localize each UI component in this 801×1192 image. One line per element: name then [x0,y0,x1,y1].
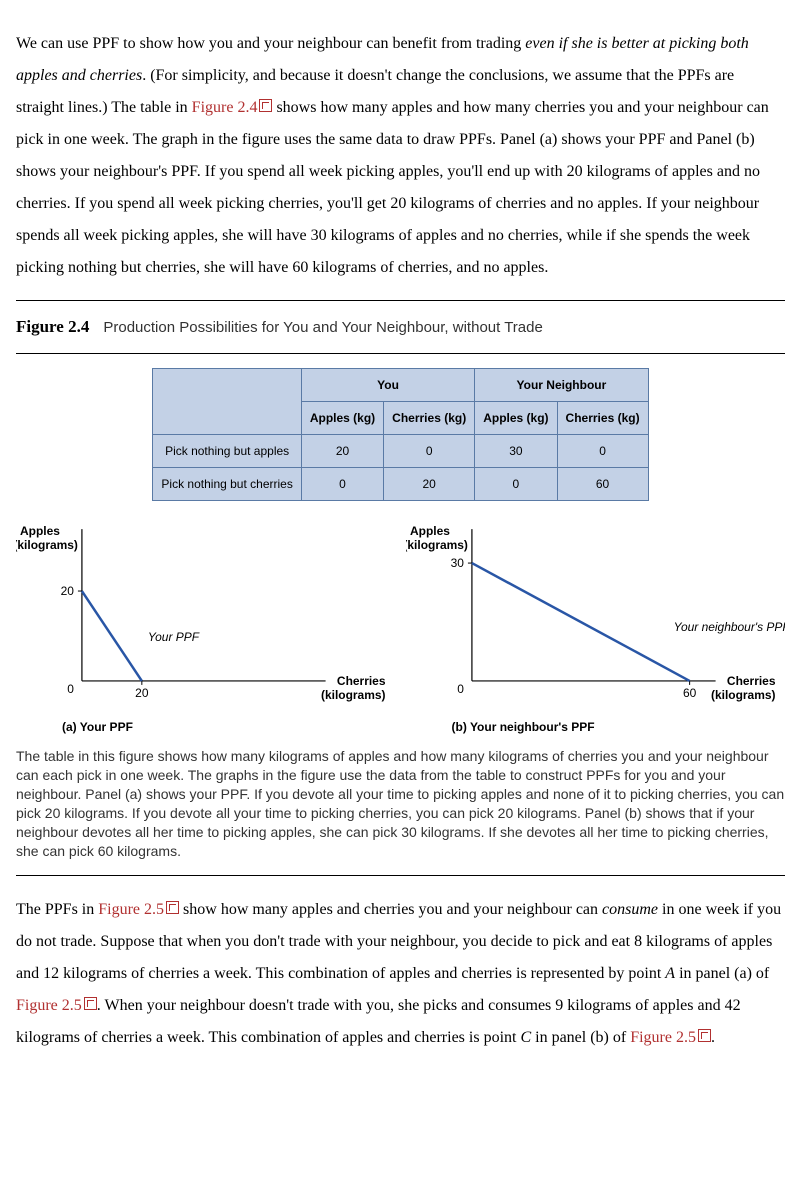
x-tick-label: 60 [682,686,696,700]
col-apples-you: Apples (kg) [301,402,383,435]
col-cherries-neighbour: Cherries (kg) [557,402,648,435]
intro-paragraph: We can use PPF to show how you and your … [16,28,785,284]
y-tick-label: 20 [61,584,75,598]
text: The PPFs in [16,901,98,918]
series-label: Your neighbour's PPF [673,620,785,634]
text: in panel (a) of [675,965,769,982]
figure-link-2-4[interactable]: Figure 2.4 [192,99,273,116]
text: We can use PPF to show how you and your … [16,35,525,52]
cell: 0 [301,468,383,501]
col-apples-neighbour: Apples (kg) [475,402,557,435]
origin-label: 0 [67,682,74,696]
popout-icon [698,1029,711,1042]
figure-label: Figure 2.4 [16,317,89,336]
x-axis-label: Cherries [726,674,775,688]
link-text: Figure 2.5 [16,997,82,1014]
cell: 20 [301,435,383,468]
cell: 30 [475,435,557,468]
cell: 0 [557,435,648,468]
cell: 20 [384,468,475,501]
x-axis-label2: (kilograms) [321,688,386,702]
figure-header: Figure 2.4 Production Possibilities for … [16,315,785,339]
ppf-line [82,591,142,681]
cell: 0 [475,468,557,501]
ppf-line [471,563,689,681]
table-row: Pick nothing but apples 20 0 30 0 [153,435,648,468]
text: show how many apples and cherries you an… [179,901,602,918]
text: in panel (b) of [531,1029,630,1046]
series-label: Your PPF [148,630,200,644]
text: shows how many apples and how many cherr… [16,99,769,276]
cell: 60 [557,468,648,501]
table-group-you: You [301,369,474,402]
row-header: Pick nothing but cherries [153,468,301,501]
x-axis-label2: (kilograms) [710,688,775,702]
figure-link-2-5a[interactable]: Figure 2.5 [98,901,179,918]
popout-icon [84,997,97,1010]
y-tick-label: 30 [450,556,464,570]
cell: 0 [384,435,475,468]
y-axis-label: Apples [410,524,450,538]
chart-neighbour-ppf: Apples (kilograms) 30 0 60 Your neighbou… [406,521,786,739]
text: . [711,1029,715,1046]
link-text: Figure 2.5 [630,1029,696,1046]
charts-row: Apples (kilograms) 20 0 20 Your PPF Cher… [16,521,785,739]
link-text: Figure 2.5 [98,901,164,918]
figure-link-2-5b[interactable]: Figure 2.5 [16,997,97,1014]
popout-icon [259,99,272,112]
table-row: Pick nothing but cherries 0 20 0 60 [153,468,648,501]
figure-link-2-5c[interactable]: Figure 2.5 [630,1029,711,1046]
point-label: A [665,965,675,982]
origin-label: 0 [457,682,464,696]
emphasis: consume [602,901,658,918]
figure-rule-bottom [16,875,785,876]
table-group-neighbour: Your Neighbour [475,369,648,402]
panel-caption-a: (a) Your PPF [62,715,396,739]
y-axis-label: Apples [20,524,60,538]
chart-your-ppf: Apples (kilograms) 20 0 20 Your PPF Cher… [16,521,396,739]
closing-paragraph: The PPFs in Figure 2.5 show how many app… [16,894,785,1054]
point-label: C [520,1029,531,1046]
panel-caption-b: (b) Your neighbour's PPF [452,715,786,739]
production-table: You Your Neighbour Apples (kg) Cherries … [152,368,648,501]
y-axis-label2: (kilograms) [406,538,468,552]
figure-title: Production Possibilities for You and You… [103,319,542,336]
y-axis-label2: (kilograms) [16,538,78,552]
row-header: Pick nothing but apples [153,435,301,468]
popout-icon [166,901,179,914]
figure-caption: The table in this figure shows how many … [16,747,785,860]
figure-rule-top [16,300,785,301]
x-tick-label: 20 [135,686,149,700]
col-cherries-you: Cherries (kg) [384,402,475,435]
link-text: Figure 2.4 [192,99,258,116]
figure-rule-mid [16,353,785,354]
table-corner [153,369,301,435]
x-axis-label: Cherries [337,674,386,688]
